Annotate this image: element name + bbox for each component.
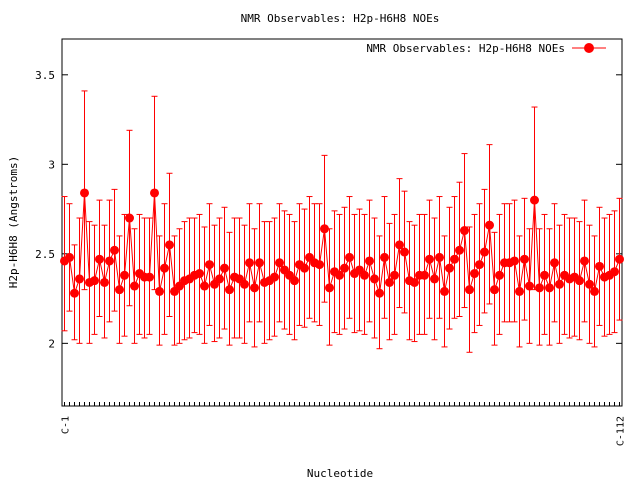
data-point (460, 226, 469, 236)
data-point (495, 270, 504, 280)
data-point (540, 270, 549, 280)
data-point (225, 285, 234, 295)
data-point (195, 269, 204, 279)
data-point (550, 258, 559, 268)
data-point (315, 260, 324, 270)
data-point (125, 213, 134, 223)
data-point (130, 281, 139, 291)
data-point (250, 283, 259, 293)
plot-frame (61, 38, 623, 407)
data-point (545, 283, 554, 293)
data-point (105, 256, 114, 266)
data-point (530, 195, 539, 205)
data-point (300, 263, 309, 273)
y-axis: 2 2.5 3 3.5 (35, 69, 622, 350)
data-point (490, 285, 499, 295)
data-point (160, 263, 169, 273)
y-tick-label: 3 (48, 158, 55, 171)
data-point (345, 252, 354, 262)
data-point (445, 263, 454, 273)
y-tick-label: 3.5 (35, 69, 55, 82)
data-point (390, 270, 399, 280)
data-point (215, 274, 224, 284)
data-point (380, 252, 389, 262)
data-point (80, 188, 89, 198)
data-point (430, 274, 439, 284)
data-point (155, 286, 164, 296)
data-point (410, 277, 419, 287)
data-point (535, 283, 544, 293)
x-axis-label: Nucleotide (307, 467, 373, 480)
data-point (150, 188, 159, 198)
data-point (450, 254, 459, 264)
data-point (610, 267, 619, 277)
data-point (525, 281, 534, 291)
data-point (480, 247, 489, 257)
x-tick-label-first: C-1 (61, 416, 72, 434)
y-axis-label: H2p-H6H8 (Angstroms) (7, 156, 20, 288)
data-point (95, 254, 104, 264)
data-point (515, 286, 524, 296)
data-point (580, 256, 589, 266)
data-point (205, 260, 214, 270)
data-point (340, 263, 349, 273)
x-axis: C-1 C-112 (61, 402, 627, 446)
legend-label: NMR Observables: H2p-H6H8 NOEs (366, 42, 565, 55)
data-point (75, 274, 84, 284)
data-point (320, 224, 329, 234)
y-tick-label: 2 (48, 337, 55, 350)
data-point (590, 286, 599, 296)
data-point (375, 288, 384, 298)
data-point (510, 256, 519, 266)
data-point (425, 254, 434, 264)
data-point (290, 276, 299, 286)
data-point (65, 252, 74, 262)
x-tick-label-last: C-112 (616, 416, 627, 446)
data-point (275, 258, 284, 268)
chart-title: NMR Observables: H2p-H6H8 NOEs (241, 12, 440, 25)
data-point (475, 260, 484, 270)
data-point (615, 254, 624, 264)
data-point (245, 258, 254, 268)
data-point (435, 252, 444, 262)
data-point (200, 281, 209, 291)
y-tick-label: 2.5 (35, 248, 55, 261)
data-point (575, 276, 584, 286)
data-point (385, 277, 394, 287)
data-point (360, 270, 369, 280)
series-group (60, 90, 624, 353)
legend-marker-swatch (584, 43, 594, 53)
data-point (485, 220, 494, 230)
data-point (115, 285, 124, 295)
data-point (70, 288, 79, 298)
data-point (370, 274, 379, 284)
data-point (100, 277, 109, 287)
data-point (145, 272, 154, 282)
data-point (455, 245, 464, 255)
data-point (255, 258, 264, 268)
data-point (270, 272, 279, 282)
data-point (585, 279, 594, 289)
data-point (325, 283, 334, 293)
data-point (90, 276, 99, 286)
data-point (120, 270, 129, 280)
data-point (555, 279, 564, 289)
legend: NMR Observables: H2p-H6H8 NOEs (366, 42, 606, 55)
data-point (465, 285, 474, 295)
data-point (220, 263, 229, 273)
data-point (420, 270, 429, 280)
data-point (395, 240, 404, 250)
data-point (335, 270, 344, 280)
data-point (365, 256, 374, 266)
data-point (240, 279, 249, 289)
data-point (165, 240, 174, 250)
data-point (110, 245, 119, 255)
data-point (470, 269, 479, 279)
data-point (440, 286, 449, 296)
data-point (595, 261, 604, 271)
data-point (520, 254, 529, 264)
data-point (400, 247, 409, 257)
